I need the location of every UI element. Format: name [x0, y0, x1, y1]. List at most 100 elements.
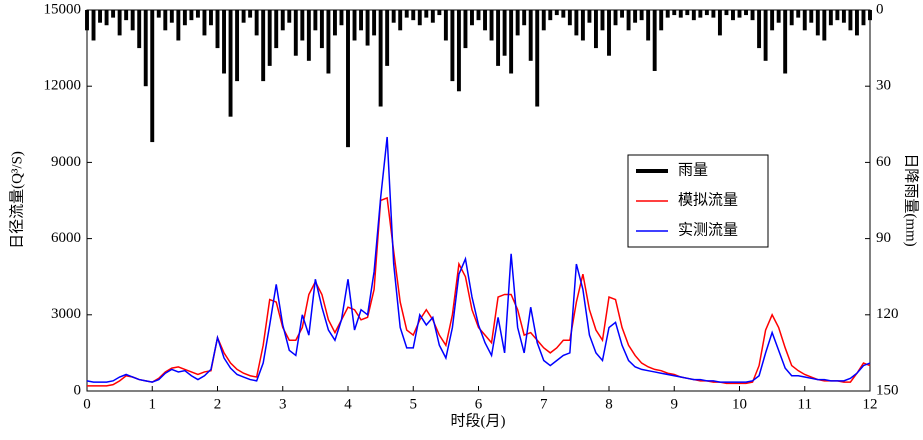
flow-line: [86, 136, 871, 383]
x-tick-label: 0: [83, 396, 91, 412]
rain-bar: [717, 10, 722, 36]
rain-bar: [828, 10, 833, 26]
rain-bar: [548, 10, 553, 21]
rain-bar: [372, 10, 377, 36]
rain-bar: [587, 10, 592, 23]
rain-bar: [124, 10, 129, 21]
rain-bar: [176, 10, 181, 41]
rain-bar: [274, 10, 279, 49]
rain-bar: [417, 10, 422, 26]
rain-bar: [215, 10, 220, 49]
rain-bar: [332, 10, 337, 36]
rain-bar: [306, 10, 311, 61]
rain-bar: [861, 10, 866, 26]
rain-bar: [835, 10, 840, 21]
x-tick-label: 8: [605, 396, 613, 412]
rain-bar: [346, 10, 350, 148]
rain-bar: [365, 10, 370, 46]
rain-bar: [189, 10, 194, 21]
rain-bar: [228, 10, 233, 117]
rain-bar: [633, 10, 638, 23]
y-axis-label: 日径流量(Q³/S): [8, 151, 25, 249]
rain-bar: [130, 10, 135, 31]
rain-bar: [182, 10, 187, 26]
y2-tick-label: 120: [876, 306, 899, 322]
rain-bar: [841, 10, 846, 23]
rain-bar: [489, 10, 494, 41]
rain-bar: [744, 10, 748, 16]
y-tick-label: 9000: [51, 154, 81, 170]
x-tick-label: 4: [344, 396, 352, 412]
rain-bar: [404, 10, 409, 18]
rain-bar: [770, 10, 775, 31]
rain-bar: [261, 10, 266, 82]
rain-bar: [509, 10, 514, 74]
rain-bar: [665, 10, 670, 18]
rain-bar: [300, 10, 305, 41]
y-tick-label: 3000: [51, 306, 81, 322]
rain-bar: [554, 10, 559, 16]
rain-bar: [359, 10, 364, 31]
y-tick-label: 0: [74, 382, 82, 398]
rain-bar: [470, 10, 474, 26]
rain-bar: [541, 10, 546, 31]
rain-bar: [463, 10, 468, 49]
rain-bar: [430, 10, 435, 23]
x-tick-label: 12: [863, 396, 878, 412]
x-tick-label: 10: [732, 396, 747, 412]
rain-bar: [691, 10, 696, 21]
rain-bar: [411, 10, 416, 21]
legend-label: 模拟流量: [678, 191, 738, 208]
rain-bar: [574, 10, 579, 36]
y2-tick-label: 90: [876, 230, 891, 246]
rain-bar: [868, 10, 872, 21]
rain-bar: [456, 10, 461, 92]
rain-bar: [443, 10, 448, 41]
rain-bar: [496, 10, 501, 66]
rain-bar: [202, 10, 207, 36]
rain-bar: [711, 10, 716, 18]
rain-bar: [437, 10, 442, 16]
rain-bar: [750, 10, 755, 21]
rain-bar: [731, 10, 735, 21]
rain-bar: [776, 10, 781, 23]
x-tick-label: 2: [214, 396, 222, 412]
rain-bar: [822, 10, 827, 41]
rain-bar: [515, 10, 520, 36]
rain-bar: [848, 10, 853, 31]
x-tick-label: 9: [671, 396, 679, 412]
rain-bar: [209, 10, 213, 26]
x-tick-label: 6: [475, 396, 483, 412]
rain-bar: [293, 10, 298, 56]
rain-bar: [241, 10, 246, 23]
rain-bar: [85, 10, 89, 31]
rain-bar: [789, 10, 794, 26]
rain-bar: [169, 10, 174, 23]
rain-bar: [248, 10, 253, 18]
rain-bar: [483, 10, 487, 31]
rain-bar: [280, 10, 285, 31]
y2-axis-label: 日降雨量(mm): [903, 153, 920, 246]
rain-bar: [104, 10, 109, 26]
x-tick-label: 7: [540, 396, 548, 412]
rain-bar: [476, 10, 481, 21]
rain-bar: [646, 10, 651, 41]
rain-bar: [737, 10, 742, 18]
x-tick-label: 1: [149, 396, 157, 412]
legend-label: 雨量: [678, 162, 708, 178]
y2-tick-label: 30: [876, 78, 891, 94]
rain-bar: [802, 10, 807, 31]
rain-bar: [235, 10, 240, 82]
rain-bar: [385, 10, 390, 66]
rain-bar: [254, 10, 259, 36]
rain-bar: [287, 10, 292, 23]
rain-bar: [783, 10, 788, 74]
rain-bar: [685, 10, 690, 16]
rain-bar: [659, 10, 664, 31]
y-tick-label: 12000: [44, 78, 82, 94]
rain-bar: [809, 10, 814, 23]
rain-bar: [600, 10, 605, 31]
rain-bar: [378, 10, 383, 107]
rain-bar: [678, 10, 683, 18]
rain-bar: [502, 10, 507, 56]
